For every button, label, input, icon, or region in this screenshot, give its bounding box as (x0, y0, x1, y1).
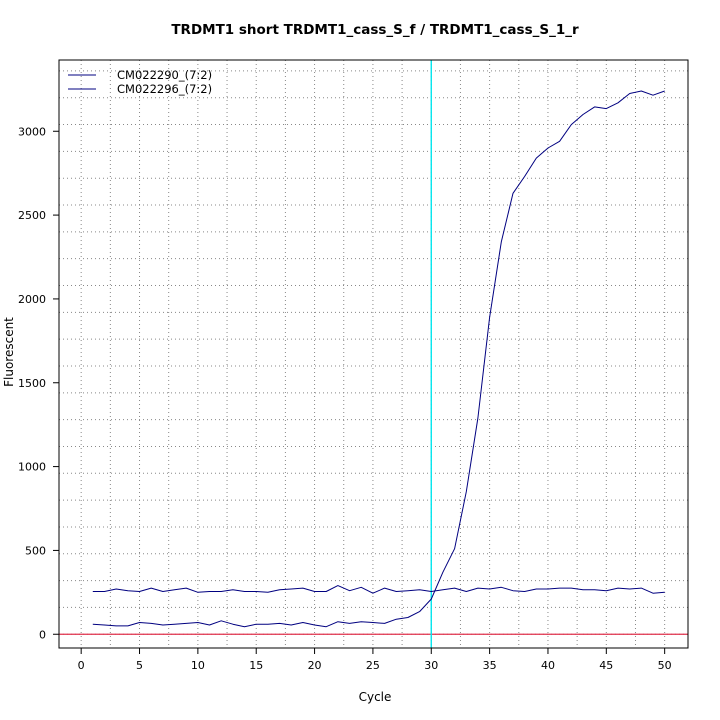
x-tick-label: 30 (424, 659, 438, 672)
x-tick-label: 0 (78, 659, 85, 672)
series-line-1 (92, 585, 665, 594)
x-tick-label: 50 (658, 659, 672, 672)
y-tick-label: 2000 (18, 293, 46, 306)
legend: CM022290_(7:2)CM022296_(7:2) (68, 68, 212, 96)
x-tick-label: 5 (136, 659, 143, 672)
x-tick-label: 15 (249, 659, 263, 672)
y-tick-label: 2500 (18, 209, 46, 222)
axes: 0 5 10 15 20 25 30 35 40 45 5005001000150020002500… (18, 59, 689, 672)
legend-label-1: CM022290_(7:2) (117, 68, 212, 82)
plot-frame (58, 59, 689, 649)
x-axis-title: Cycle (359, 690, 392, 704)
x-tick-label: 40 (541, 659, 555, 672)
x-tick-label: 35 (483, 659, 497, 672)
x-tick-label: 25 (366, 659, 380, 672)
series-lines (92, 90, 665, 628)
x-tick-label: 20 (308, 659, 322, 672)
x-tick-label: 45 (599, 659, 613, 672)
y-tick-label: 500 (25, 544, 46, 557)
y-axis-title: Fluorescent (2, 317, 16, 387)
chart-title: TRDMT1 short TRDMT1_cass_S_f / TRDMT1_ca… (171, 22, 579, 38)
y-tick-label: 1000 (18, 461, 46, 474)
y-tick-label: 1500 (18, 377, 46, 390)
legend-label-2: CM022296_(7:2) (117, 82, 212, 96)
y-tick-label: 0 (39, 628, 46, 641)
y-tick-label: 3000 (18, 125, 46, 138)
reference-lines (59, 60, 688, 648)
series-line-2 (92, 90, 665, 628)
grid-lines (59, 60, 688, 648)
x-tick-label: 10 (191, 659, 205, 672)
